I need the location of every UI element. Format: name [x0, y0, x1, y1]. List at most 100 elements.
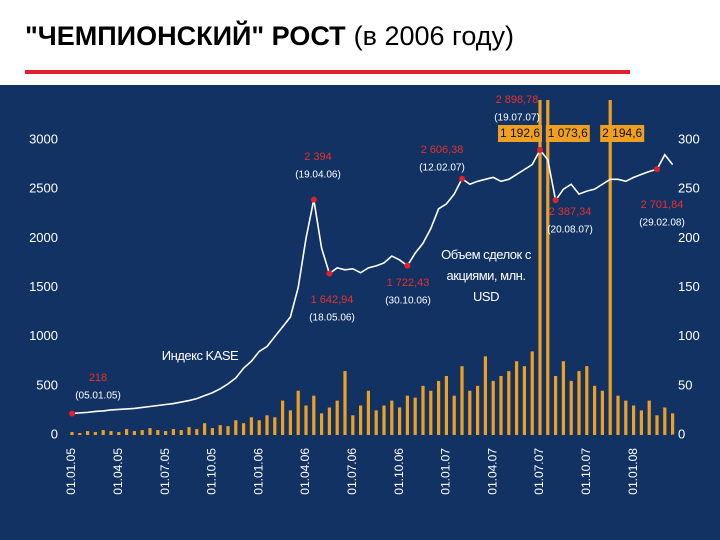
- bar: [577, 371, 581, 435]
- line-label: Индекс KASE: [161, 348, 239, 363]
- annotation-date: (20.08.07): [547, 225, 593, 236]
- bar: [156, 430, 160, 435]
- bar: [491, 380, 495, 435]
- bar: [421, 385, 425, 435]
- bar: [405, 395, 409, 435]
- bar: [468, 390, 472, 435]
- bar: [101, 430, 105, 435]
- bar: [148, 428, 152, 435]
- bar: [616, 395, 620, 435]
- bar: [554, 376, 558, 435]
- bar: [195, 429, 199, 435]
- bar: [647, 400, 651, 435]
- bar: [242, 423, 246, 435]
- bar: [117, 432, 121, 435]
- annotation-date: (30.10.06): [385, 296, 431, 307]
- bars: [70, 100, 675, 436]
- y-tick-label: 1000: [29, 328, 58, 343]
- bar: [359, 405, 363, 435]
- bar: [655, 415, 659, 435]
- x-tick-label: 01.01.05: [64, 448, 78, 495]
- bar: [561, 361, 565, 435]
- title-main: "ЧЕМПИОНСКИЙ" РОСТ: [25, 20, 346, 51]
- y2-tick-label: 50: [678, 377, 692, 392]
- annotation-dot: [654, 166, 660, 173]
- bar: [398, 407, 402, 435]
- annotation-date: (19.04.06): [295, 170, 341, 181]
- bar: [320, 413, 324, 435]
- bar: [538, 100, 542, 436]
- x-tick-label: 01.04.05: [111, 448, 125, 495]
- bar: [366, 390, 370, 435]
- bar: [164, 431, 168, 435]
- y-tick-label: 1500: [29, 279, 58, 294]
- bar: [132, 431, 136, 435]
- y-tick-label: 500: [36, 377, 58, 392]
- bar: [203, 423, 207, 435]
- panel: [0, 85, 720, 540]
- bar: [390, 400, 394, 435]
- x-tick-label: 01.01.06: [251, 448, 265, 495]
- annotation-date: (19.07.07): [494, 113, 540, 124]
- bar: [304, 405, 308, 435]
- bar: [483, 356, 487, 435]
- x-tick-label: 01.10.05: [205, 448, 219, 495]
- y2-tick-label: 0: [678, 426, 685, 441]
- bar: [78, 433, 82, 435]
- bar: [476, 385, 480, 435]
- bar: [179, 430, 183, 435]
- annotation-dot: [310, 196, 317, 203]
- bar: [249, 417, 253, 435]
- y-tick-label: 0: [51, 426, 58, 441]
- annotation-date: (05.01.05): [75, 391, 121, 402]
- bar: [632, 405, 636, 435]
- bar: [585, 366, 589, 435]
- bar-label: Объем сделок с акциями, млн. USD: [441, 247, 531, 304]
- bar: [413, 397, 417, 435]
- y-tick-label: 2500: [29, 181, 58, 196]
- bar: [593, 385, 597, 435]
- x-tick-label: 01.10.07: [579, 448, 593, 495]
- annotation-value: 2 387,34: [549, 206, 592, 218]
- y2-tick-label: 200: [678, 230, 700, 245]
- bar: [546, 100, 550, 435]
- bar: [273, 417, 277, 435]
- annotation-date: (29.02.08): [639, 218, 685, 229]
- bar: [569, 380, 573, 435]
- value-label-box: [545, 125, 590, 142]
- x-tick-label: 01.01.07: [439, 448, 453, 495]
- annotation-date: (12.02.07): [419, 163, 465, 174]
- bar: [663, 407, 667, 435]
- bar: [515, 361, 519, 435]
- bar: [234, 420, 238, 435]
- annotation-value: 218: [89, 372, 107, 384]
- annotation-dot: [537, 147, 543, 154]
- bar: [507, 371, 511, 435]
- annotation-value: 2 394: [304, 151, 332, 163]
- y2-tick-label: 150: [678, 279, 700, 294]
- bar: [218, 425, 222, 435]
- bar: [226, 426, 230, 435]
- x-tick-label: 01.10.06: [392, 448, 406, 495]
- bar: [296, 390, 300, 435]
- bar: [624, 400, 628, 435]
- bar: [210, 428, 214, 435]
- annotation-dot: [69, 410, 75, 417]
- value-label: 2 194,6: [602, 126, 642, 140]
- bar: [312, 395, 316, 435]
- bar: [257, 420, 261, 435]
- bar: [171, 429, 175, 435]
- bar: [671, 413, 675, 435]
- bar: [140, 430, 144, 435]
- bar: [530, 351, 534, 435]
- bar: [125, 429, 129, 435]
- kase-line: [71, 148, 674, 415]
- bar: [70, 432, 74, 435]
- annotation-value: 1 642,94: [311, 294, 354, 306]
- bar: [86, 431, 90, 435]
- bar: [382, 405, 386, 435]
- bar: [600, 390, 604, 435]
- bar: [343, 371, 347, 435]
